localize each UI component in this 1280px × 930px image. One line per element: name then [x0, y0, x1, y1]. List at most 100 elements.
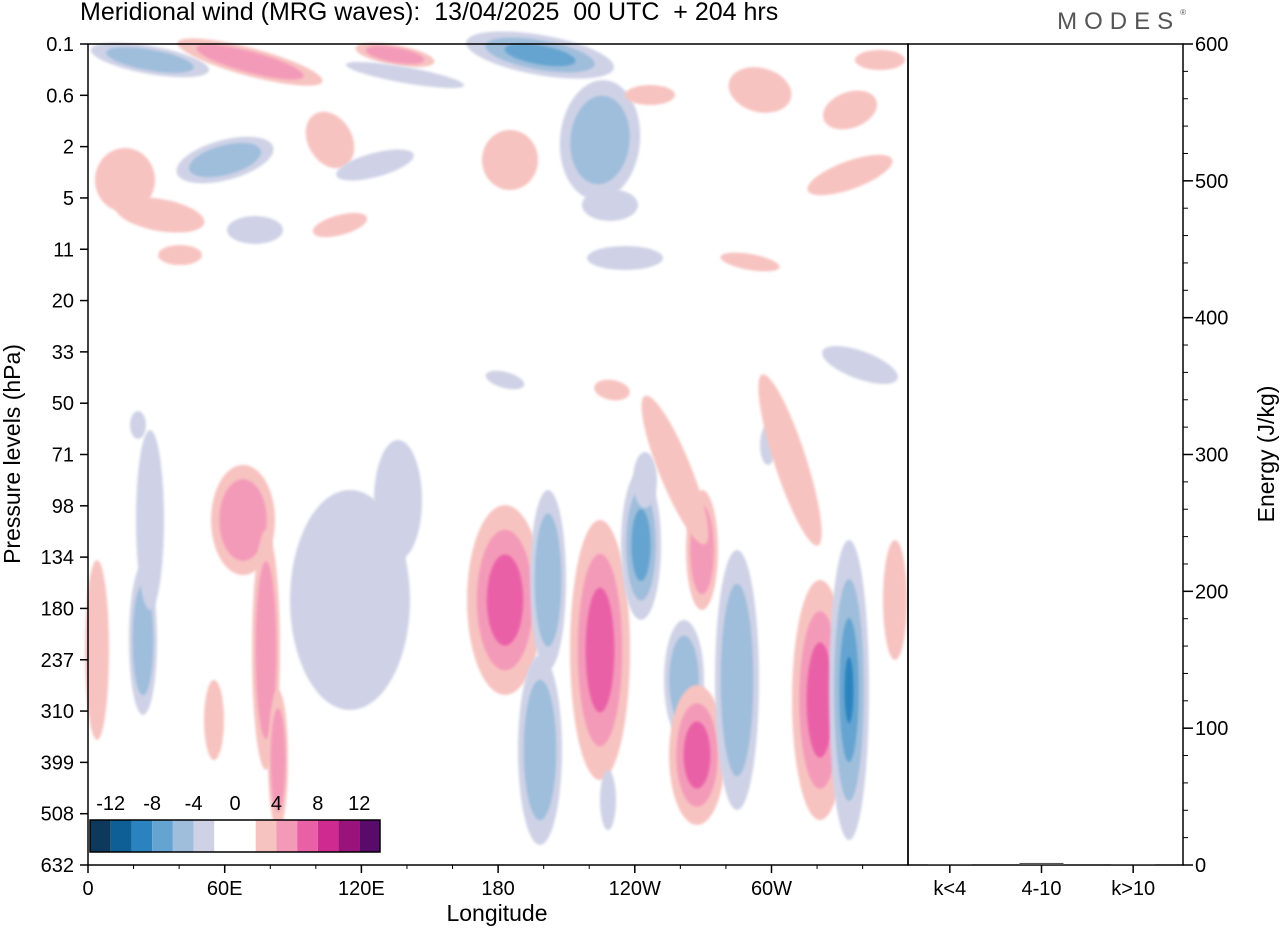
y-tick-label: 508 — [41, 804, 74, 826]
contour-blob — [189, 142, 261, 178]
contour-blob — [523, 679, 557, 821]
colorbar: -12 -8 -4 0 4 8 12 — [89, 793, 381, 853]
x-tick-label: 120E — [338, 878, 385, 900]
pressure-axis: 0.1 0.6 2 5 11 20 33 50 71 98 134 180 237 310 399 508 63… — [41, 34, 88, 877]
colorbar-label: -4 — [185, 793, 203, 815]
colorbar-swatch — [193, 820, 215, 852]
contour-blob — [633, 452, 657, 508]
contour-blob — [587, 246, 663, 270]
contour-blob — [534, 513, 562, 647]
energy-category-label: 4-10 — [1021, 878, 1061, 900]
y-tick-label: 11 — [53, 239, 74, 261]
y-tick-label: 98 — [52, 496, 74, 518]
contour-blob — [758, 374, 822, 546]
contour-blob — [822, 90, 878, 130]
contour-blob — [641, 395, 709, 545]
y-tick-label: 71 — [52, 445, 74, 467]
colorbar-swatch — [359, 820, 380, 852]
contour-blob — [728, 67, 792, 113]
y-tick-label: 237 — [41, 650, 74, 672]
contour-blob — [625, 85, 675, 105]
y-tick-label: 2 — [63, 137, 74, 159]
colorbar-swatch — [172, 820, 194, 852]
contour-blob — [486, 554, 524, 646]
contour-blob — [582, 189, 638, 221]
y-tick-label: 20 — [52, 291, 74, 313]
y-axis-title: Pressure levels (hPa) — [0, 344, 25, 564]
colorbar-swatch — [276, 820, 298, 852]
y-tick-label: 632 — [41, 855, 74, 877]
y-tick-label: 0.1 — [46, 34, 74, 56]
contour-blob — [305, 111, 355, 169]
colorbar-swatch — [110, 820, 132, 852]
contour-blob — [485, 370, 525, 390]
colorbar-frame — [89, 819, 381, 853]
longitude-axis: 0 60E 120E 180 120W 60W — [82, 865, 864, 900]
contour-blob — [219, 479, 267, 561]
contour-blob — [504, 43, 576, 67]
y-tick-label: 399 — [41, 752, 74, 774]
energy-panel-frame — [907, 43, 1184, 866]
contour-blob — [374, 440, 422, 560]
colorbar-swatch — [235, 820, 256, 852]
contour-blob — [106, 47, 194, 73]
energy-tick-label: 600 — [1195, 34, 1228, 56]
contour-blob — [855, 50, 905, 70]
contour-blob — [255, 561, 277, 739]
contour-blob — [844, 657, 854, 723]
contour-blob — [95, 148, 155, 212]
energy-bar — [1111, 864, 1156, 865]
x-tick-label: 60W — [751, 878, 792, 900]
energy-tick-label: 400 — [1195, 308, 1228, 330]
colorbar-label: 8 — [312, 793, 323, 815]
energy-axis-title: Energy (J/kg) — [1253, 386, 1279, 523]
y-tick-label: 134 — [41, 547, 74, 569]
x-tick-label: 120W — [609, 878, 661, 900]
contour-blob — [290, 490, 410, 710]
contour-blob — [204, 680, 224, 760]
contour-blob — [196, 44, 304, 80]
colorbar-label: -8 — [143, 793, 161, 815]
energy-bar — [927, 864, 972, 865]
contour-blob — [227, 216, 283, 244]
colorbar-swatch — [152, 820, 173, 852]
energy-tick-label: 200 — [1195, 581, 1228, 603]
x-tick-label: 180 — [481, 878, 514, 900]
x-tick-label: 60E — [207, 878, 243, 900]
contour-blob — [130, 411, 146, 439]
contour-blob — [132, 584, 154, 696]
colorbar-label: 12 — [348, 793, 370, 815]
y-tick-label: 5 — [63, 188, 74, 210]
energy-tick-label: 500 — [1195, 171, 1228, 193]
colorbar-swatch — [131, 820, 153, 852]
energy-bars: k<4 4-10 k>10 — [927, 862, 1156, 900]
contour-blob — [115, 197, 205, 233]
energy-category-label: k>10 — [1111, 878, 1155, 900]
energy-category-label: k<4 — [933, 878, 966, 900]
contour-blob — [720, 583, 754, 777]
contour-blob — [806, 642, 834, 758]
colorbar-swatch — [90, 820, 111, 852]
contour-blob — [570, 95, 630, 185]
contour-blob — [312, 212, 368, 238]
contour-blob — [683, 721, 711, 789]
colorbar-label: 4 — [271, 793, 282, 815]
contour-blob — [136, 430, 164, 610]
y-tick-label: 0.6 — [46, 85, 74, 107]
y-tick-label: 310 — [41, 701, 74, 723]
contour-blob — [822, 346, 898, 384]
colorbar-swatch — [255, 820, 277, 852]
x-axis-title: Longitude — [446, 900, 547, 926]
contour-blob — [365, 46, 425, 64]
chart-title: Meridional wind (MRG waves): 13/04/2025 … — [80, 0, 779, 26]
contour-blob — [631, 509, 651, 581]
energy-axis: 0 100 200 300 400 500 600 — [1183, 34, 1228, 877]
energy-tick-label: 300 — [1195, 445, 1228, 467]
logo-text: MODES — [1057, 8, 1181, 35]
contour-blob — [270, 708, 286, 812]
contour-blob — [85, 560, 109, 740]
energy-bar — [1019, 862, 1064, 865]
colorbar-swatch — [317, 820, 339, 852]
y-tick-label: 33 — [52, 342, 74, 364]
